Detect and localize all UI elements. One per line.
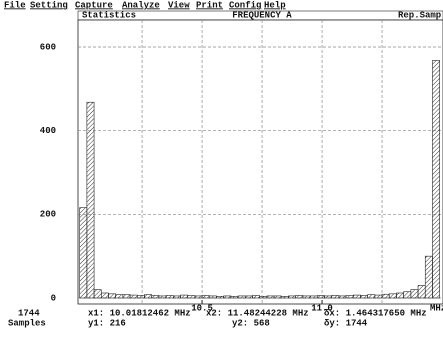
histogram-bar bbox=[208, 295, 217, 299]
cursor-y2: y2: 568 bbox=[232, 318, 270, 328]
y-tick-label: 400 bbox=[40, 126, 56, 136]
menu-item[interactable]: View bbox=[168, 0, 190, 10]
histogram-bar bbox=[288, 295, 296, 299]
plot-area bbox=[77, 19, 443, 305]
histogram-bar bbox=[273, 295, 282, 299]
header-right: Rep.Samp bbox=[398, 10, 441, 20]
histogram-bar bbox=[280, 296, 289, 299]
histogram-bar bbox=[367, 294, 376, 299]
histogram-bar bbox=[374, 294, 383, 299]
histogram-bar bbox=[93, 289, 102, 299]
histogram-bar bbox=[302, 295, 311, 299]
histogram-bar bbox=[410, 289, 419, 299]
histogram-bar bbox=[295, 295, 304, 299]
histogram-bar bbox=[309, 295, 318, 299]
menu-item[interactable]: Help bbox=[264, 0, 286, 10]
histogram-bar bbox=[180, 294, 188, 299]
sample-label: Samples bbox=[8, 318, 46, 328]
histogram-bar bbox=[259, 296, 268, 299]
sample-count: 1744 bbox=[18, 308, 40, 318]
histogram-bar bbox=[187, 295, 196, 299]
histogram-bar bbox=[230, 296, 239, 299]
histogram-bar bbox=[244, 295, 253, 299]
histogram-bar bbox=[316, 295, 325, 299]
histogram-bar bbox=[381, 293, 390, 299]
histogram-bar bbox=[388, 293, 397, 299]
x-axis-label: MHz bbox=[430, 303, 443, 313]
histogram-bar bbox=[144, 294, 152, 299]
histogram-bar bbox=[216, 296, 224, 299]
y-tick-label: 200 bbox=[40, 210, 56, 220]
histogram-bar bbox=[86, 101, 95, 299]
histogram-bar bbox=[345, 295, 354, 299]
histogram-bar bbox=[165, 295, 174, 299]
histogram-bar bbox=[223, 295, 232, 299]
histogram-bar bbox=[100, 292, 109, 299]
plot: 0 200 400 600 10.5 11.0 MHz bbox=[40, 19, 443, 313]
histogram-bar bbox=[338, 295, 347, 299]
histogram-bar bbox=[194, 295, 203, 299]
histogram-bar bbox=[331, 295, 340, 299]
menu-item[interactable]: Config bbox=[229, 0, 261, 10]
menu-bar: File Setting Capture Analyze View Print … bbox=[4, 0, 286, 10]
header-center: FREQUENCY A bbox=[232, 10, 292, 20]
histogram-bar bbox=[201, 295, 210, 299]
y-tick-label: 600 bbox=[40, 42, 56, 52]
histogram-bar bbox=[396, 292, 404, 299]
x-tick-label: 10.5 bbox=[191, 303, 213, 313]
histogram-bar bbox=[151, 295, 160, 299]
menu-item[interactable]: Print bbox=[196, 0, 223, 10]
menu-item[interactable]: Setting bbox=[30, 0, 68, 10]
delta-y: δy: 1744 bbox=[324, 318, 368, 328]
histogram-bar bbox=[237, 295, 246, 299]
histogram-bar bbox=[136, 295, 145, 299]
menu-item[interactable]: File bbox=[4, 0, 26, 10]
histogram-bar bbox=[417, 285, 426, 299]
y-tick-label: 0 bbox=[51, 293, 56, 303]
histogram-bar bbox=[79, 207, 88, 299]
delta-x: δx: 1.464317650 MHz bbox=[324, 308, 427, 318]
header-left: Statistics bbox=[82, 10, 136, 20]
histogram-bar bbox=[129, 294, 138, 299]
cursor-y1: y1: 216 bbox=[88, 318, 126, 328]
cursor-x2: x2: 11.48244228 MHz bbox=[206, 308, 309, 318]
histogram-bar bbox=[360, 295, 368, 299]
histogram-bar bbox=[252, 295, 260, 299]
histogram-bar bbox=[158, 295, 167, 299]
histogram-bar bbox=[352, 294, 361, 299]
histogram-bar bbox=[403, 291, 412, 299]
histogram-bar bbox=[172, 295, 181, 299]
histogram-bar bbox=[324, 295, 332, 299]
histogram-bar bbox=[432, 60, 440, 299]
histogram-bar bbox=[108, 293, 116, 299]
menu-item[interactable]: Capture bbox=[75, 0, 113, 10]
cursor-x1: x1: 10.01812462 MHz bbox=[88, 308, 191, 318]
histogram-bar bbox=[266, 295, 275, 299]
x-tick-label: 11.0 bbox=[311, 303, 333, 313]
histogram-bar bbox=[424, 255, 433, 299]
menu-item[interactable]: Analyze bbox=[122, 0, 160, 10]
histogram-bar bbox=[115, 294, 124, 299]
histogram-bar bbox=[122, 294, 131, 299]
